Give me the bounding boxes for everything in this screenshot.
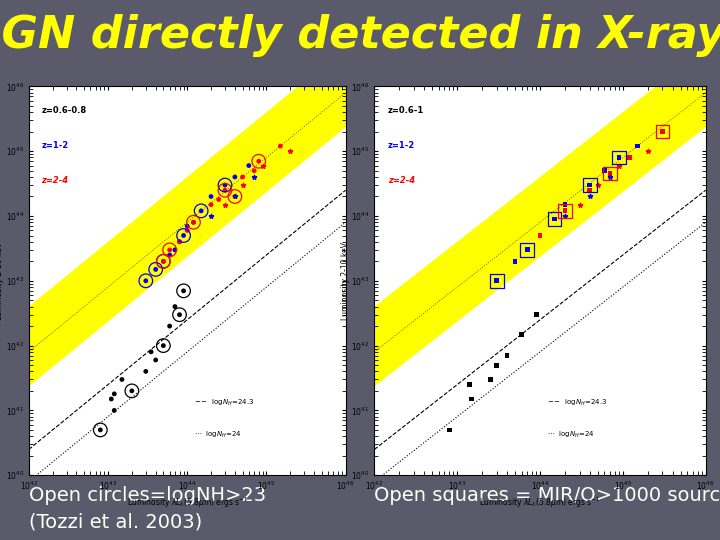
Text: Open squares = MIR/O>1000 sources: Open squares = MIR/O>1000 sources (374, 486, 720, 505)
Text: Open circles=logNH>23: Open circles=logNH>23 (29, 486, 266, 505)
Text: AGN directly detected in X-rays: AGN directly detected in X-rays (0, 14, 720, 57)
Text: (Tozzi et al. 2003): (Tozzi et al. 2003) (29, 513, 202, 532)
